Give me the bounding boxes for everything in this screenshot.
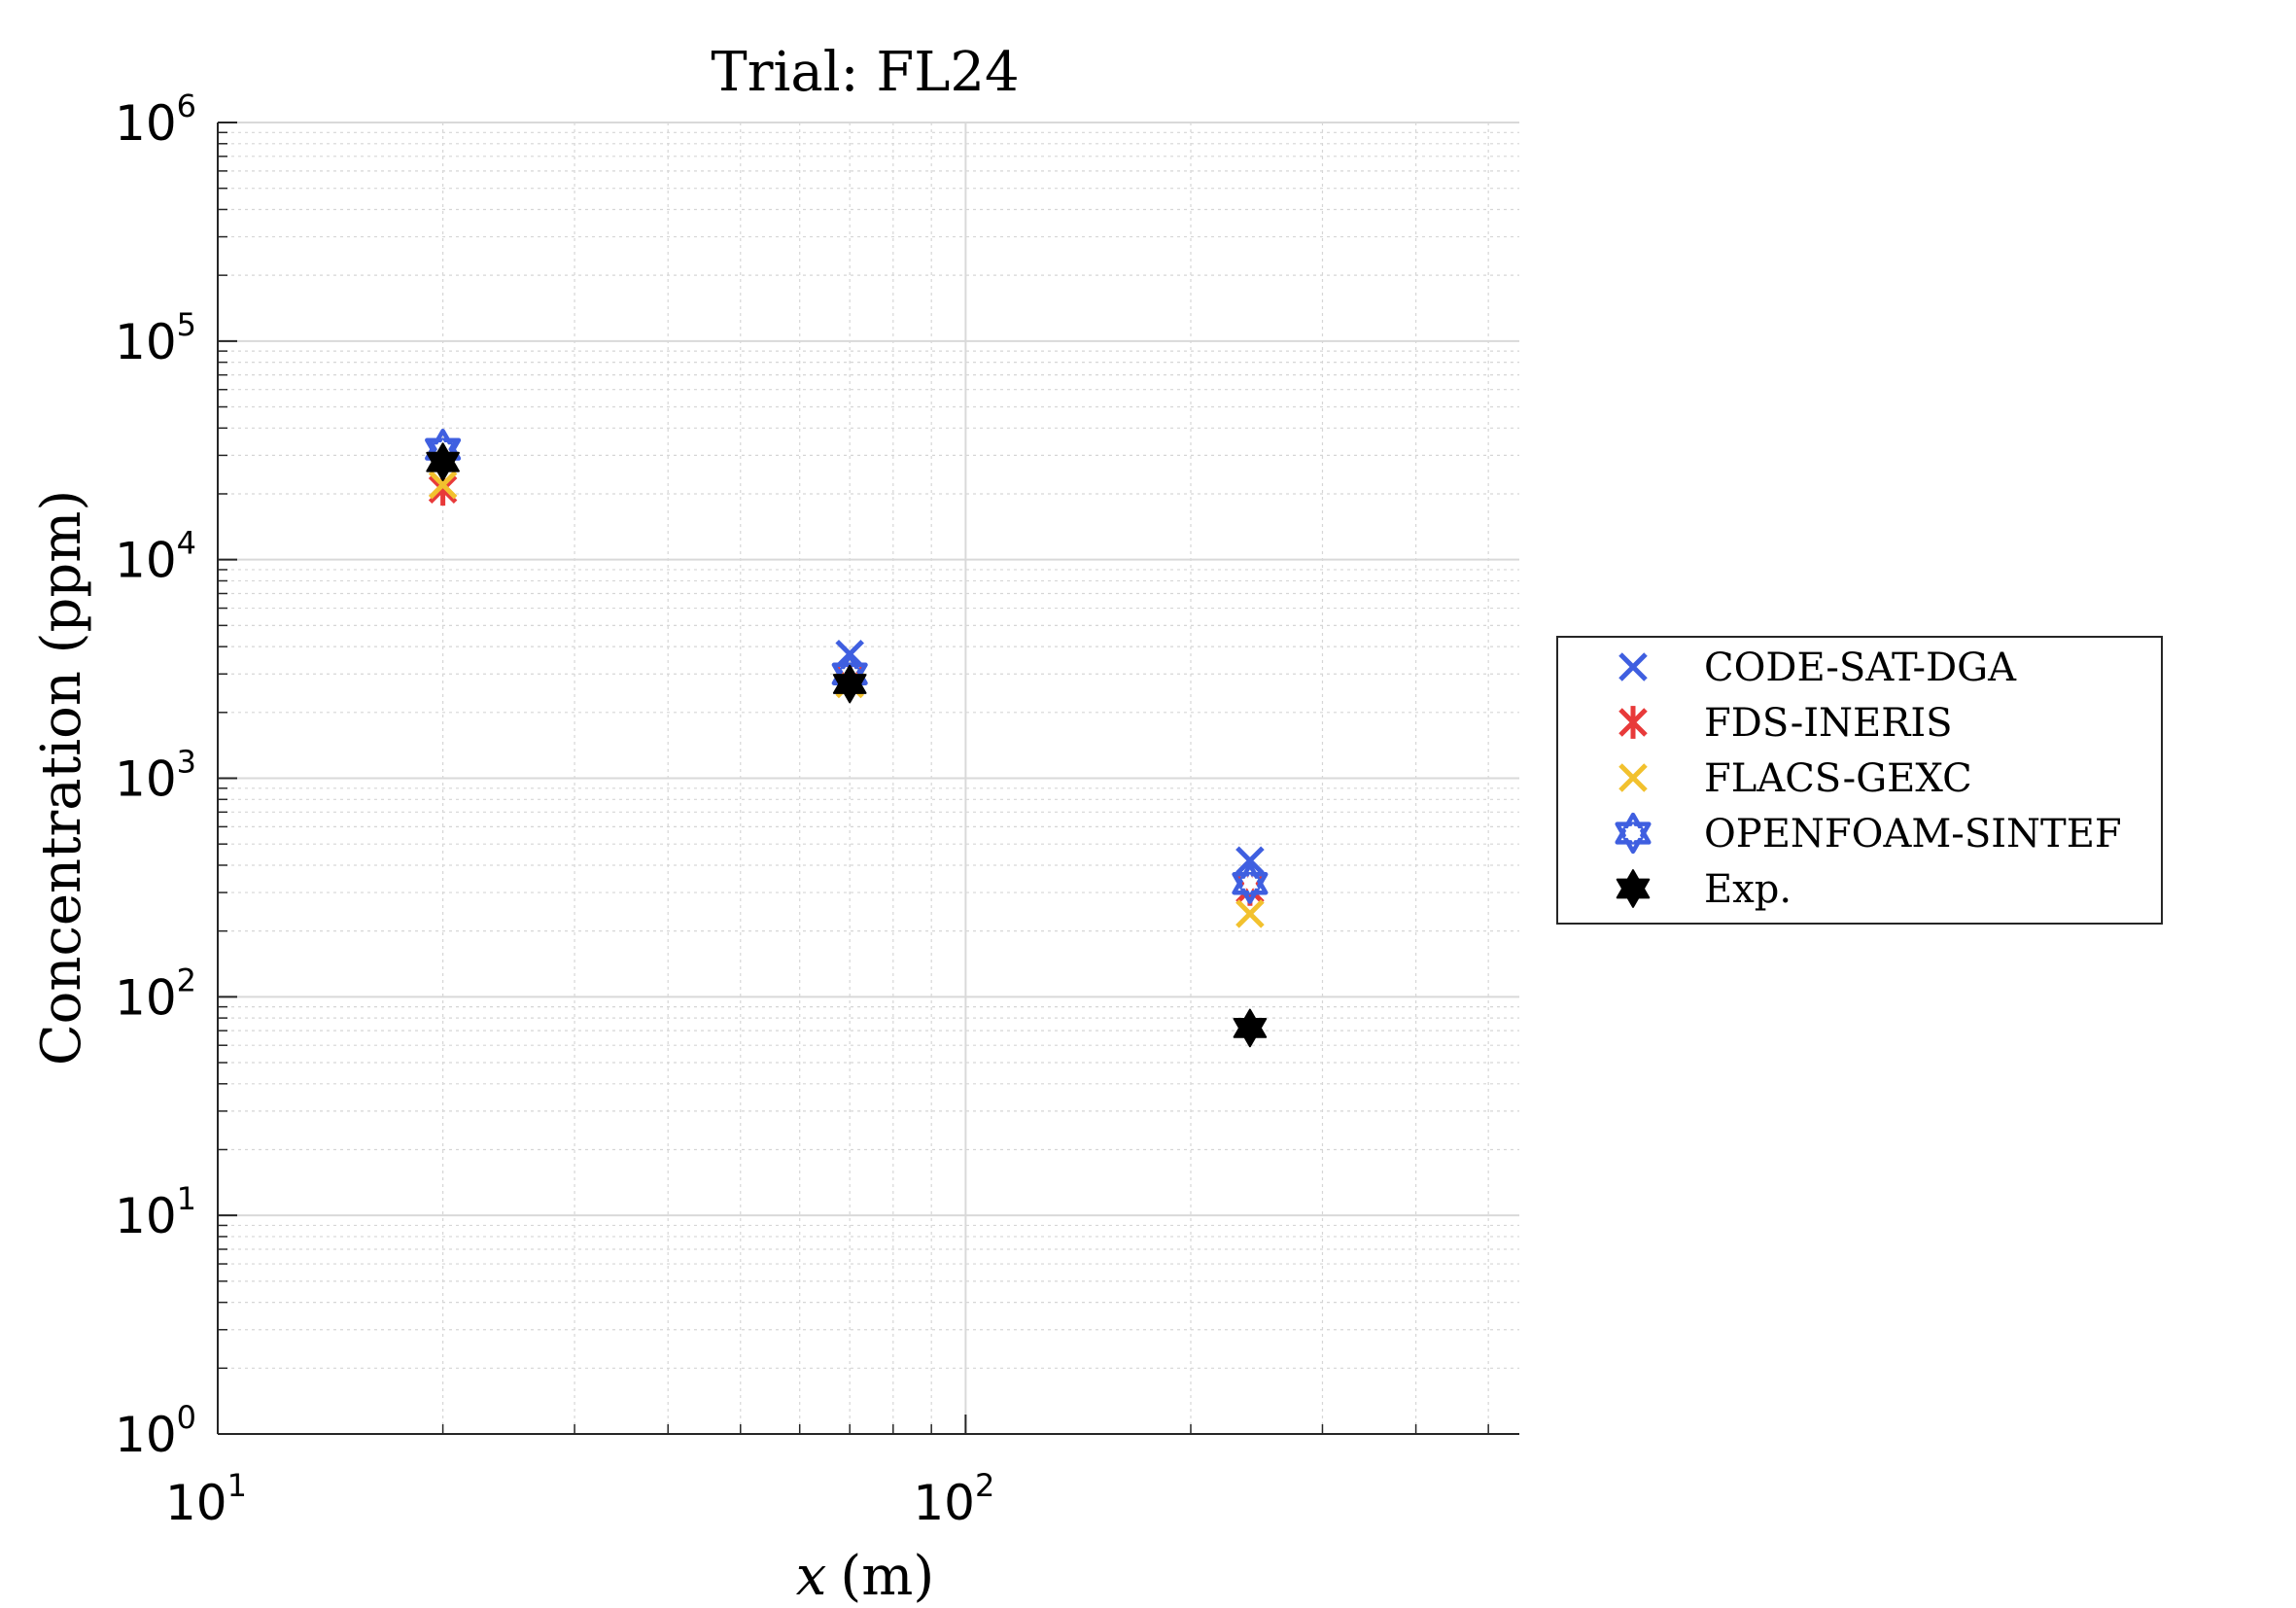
marker-exp xyxy=(426,442,460,481)
legend-label: FLACS-GEXC xyxy=(1704,756,1972,801)
y-tick-label: 106 xyxy=(115,87,196,152)
y-axis-label: Concentration (ppm) xyxy=(30,490,93,1066)
legend-label: CODE-SAT-DGA xyxy=(1704,646,2017,690)
marker-stroke xyxy=(1618,763,1648,792)
y-tick-label: 105 xyxy=(115,306,196,370)
marker-code-sat-dga xyxy=(1235,846,1265,875)
marker-fill xyxy=(1241,878,1259,893)
marker-flacs-gexc xyxy=(1235,899,1265,928)
marker-exp xyxy=(832,664,867,704)
y-tick-label: 104 xyxy=(115,525,196,589)
legend: CODE-SAT-DGA FDS-INERIS FLACS-GEXC OPENFOAM… xyxy=(1556,636,2163,925)
x-axis-label: x (m) xyxy=(796,1545,934,1608)
marker-openfoam-sintef xyxy=(1232,862,1269,904)
legend-items: CODE-SAT-DGA FDS-INERIS FLACS-GEXC OPENFOAM… xyxy=(1615,646,2122,912)
x-axis-unit: (m) xyxy=(840,1545,934,1608)
x-tick-label: 102 xyxy=(913,1467,994,1531)
marker-flacs-gexc xyxy=(428,470,458,500)
marker-triangle xyxy=(1233,1018,1268,1048)
x-tick-label: 101 xyxy=(165,1467,247,1531)
marker-stroke xyxy=(1235,899,1265,928)
legend-marker xyxy=(1615,812,1652,855)
y-tick-label: 103 xyxy=(115,744,196,808)
marker-stroke xyxy=(1235,846,1265,875)
marker-fill xyxy=(1624,828,1642,843)
marker-stroke xyxy=(1618,652,1648,682)
legend-marker xyxy=(1618,652,1648,682)
legend-box xyxy=(1556,636,2163,925)
y-tick-label: 100 xyxy=(115,1399,196,1463)
data-markers xyxy=(425,428,1269,1048)
legend-label: FDS-INERIS xyxy=(1704,701,1953,746)
y-tick-label: 102 xyxy=(115,961,196,1026)
marker-triangle xyxy=(426,451,460,481)
ticks xyxy=(217,122,1489,1435)
marker-triangle xyxy=(1616,878,1651,908)
x-axis-variable: x xyxy=(796,1545,827,1608)
grid-major xyxy=(217,122,1519,1435)
legend-marker xyxy=(1618,763,1648,792)
legend-marker xyxy=(1616,869,1651,908)
marker-stroke xyxy=(428,470,458,500)
legend-label: OPENFOAM-SINTEF xyxy=(1704,812,2122,856)
marker-exp xyxy=(1233,1008,1268,1048)
y-tick-label: 101 xyxy=(115,1180,196,1244)
legend-marker xyxy=(1618,706,1648,739)
chart-title: Trial: FL24 xyxy=(711,41,1019,104)
marker-triangle xyxy=(832,674,867,704)
legend-label: Exp. xyxy=(1704,867,1792,912)
